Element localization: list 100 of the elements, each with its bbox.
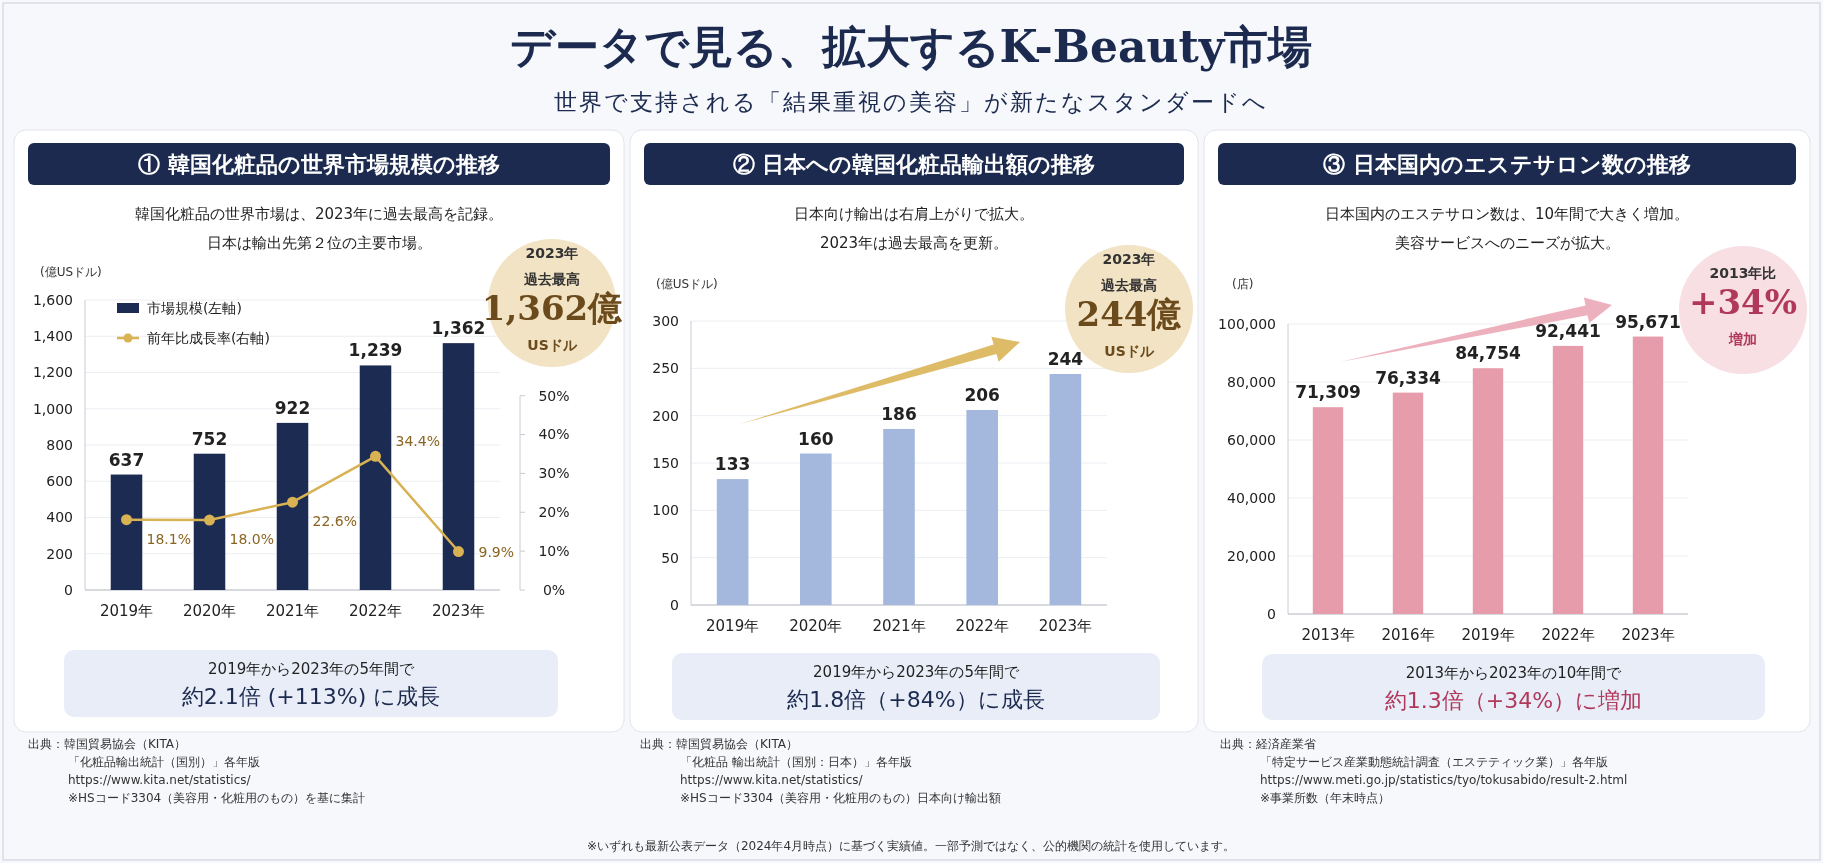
y-axis-title: (億USドル) <box>40 265 102 279</box>
y-tick-label: 200 <box>46 545 73 562</box>
bar <box>716 479 749 605</box>
x-tick-label: 2022年 <box>348 602 403 620</box>
data-label: 22.6% <box>312 513 357 530</box>
x-tick-label: 2016年 <box>1381 626 1435 644</box>
y-tick-label: 800 <box>46 436 73 453</box>
text: 約2.1倍 (+113%) に成長 <box>181 684 441 709</box>
source-note: 出典：韓国貿易協会（KITA） <box>640 737 799 751</box>
y-tick-label: 100,000 <box>1218 315 1276 332</box>
data-label: 71,309 <box>1295 382 1361 403</box>
chart-subtitle: 韓国化粧品の世界市場は、2023年に過去最高を記録。日本は輸出先第２位の主要市場。 <box>134 205 504 252</box>
bar <box>1049 374 1082 605</box>
legend-label: 前年比成長率(右軸) <box>147 329 270 346</box>
text: https://www.meti.go.jp/statistics/tyo/tokusabido/result-2.html <box>1260 773 1628 787</box>
y-tick-label: 300 <box>652 312 679 329</box>
data-label: 95,671 <box>1615 311 1681 332</box>
text: ※事業所数（年末時点） <box>1260 791 1391 805</box>
x-tick-label: 2023年 <box>431 602 486 620</box>
source-note: 出典：経済産業省 <box>1220 737 1316 751</box>
data-label: 244 <box>1047 349 1084 370</box>
x-tick-label: 2019年 <box>706 617 760 635</box>
chart-title: ② 日本への韓国化粧品輸出額の推移 <box>732 151 1096 177</box>
bar <box>966 409 999 605</box>
text: 「化粧品 輸出統計（国別：日本）」各年版 <box>680 755 912 769</box>
text: https://www.kita.net/statistics/ <box>680 773 864 787</box>
text: 2019年から2023年の5年間で <box>813 663 1020 681</box>
data-label: 922 <box>274 397 311 418</box>
text: データで見る、拡大するK-Beauty市場 <box>509 21 1313 72</box>
bar <box>1472 368 1504 614</box>
y-tick-label: 400 <box>46 509 73 526</box>
text: 増加 <box>1728 331 1757 347</box>
text: +34% <box>1688 282 1798 322</box>
x-tick-label: 2019年 <box>1461 626 1515 644</box>
text: 2013年から2023年の10年間で <box>1405 664 1623 682</box>
x-tick-label: 2013年 <box>1301 626 1355 644</box>
x-tick-label: 2020年 <box>182 602 237 620</box>
y-tick-label: 60,000 <box>1227 431 1276 448</box>
text: 2013年比 <box>1709 265 1777 281</box>
data-label: 18.1% <box>146 530 191 547</box>
bar <box>276 422 309 590</box>
bar <box>883 428 915 605</box>
y-tick-label: 20,000 <box>1227 547 1276 564</box>
text: 世界で支持される「結果重視の美容」が新たなスタンダードへ <box>554 89 1268 115</box>
data-label: 133 <box>714 454 751 475</box>
text: 過去最高 <box>523 271 580 287</box>
bar <box>799 453 832 605</box>
source-note: 出典：韓国貿易協会（KITA） <box>28 737 187 751</box>
data-label: 637 <box>108 449 145 470</box>
bar <box>110 474 143 590</box>
data-label: 76,334 <box>1375 367 1441 388</box>
legend-label: 市場規模(左軸) <box>147 299 242 316</box>
data-label: 186 <box>881 403 917 424</box>
y-tick-label: 150 <box>652 454 679 471</box>
data-label: 9.9% <box>478 543 515 560</box>
bar <box>193 453 226 590</box>
y-tick-label: 40,000 <box>1227 489 1276 506</box>
text: USドル <box>527 337 578 353</box>
y-tick-label: 1,600 <box>32 291 73 308</box>
point <box>287 496 298 508</box>
y-tick-label: 600 <box>46 473 73 490</box>
text: ※HSコード3304（美容用・化粧用のもの）日本向け輸出額 <box>680 791 1002 805</box>
bar <box>1632 336 1664 614</box>
annotation: 244億 <box>1076 294 1183 334</box>
chart-subtitle: 日本向け輸出は右肩上がりで拡大。2023年は過去最高を更新。 <box>794 205 1034 252</box>
y-tick-label: 0 <box>64 581 73 598</box>
point <box>453 546 464 558</box>
x-tick-label: 2023年 <box>1038 617 1092 635</box>
y2-tick-label: 10% <box>538 543 570 560</box>
data-label: 92,441 <box>1535 320 1601 341</box>
chart-subtitle: 日本国内のエステサロン数は、10年間で大きく増加。美容サービスへのニーズが拡大。 <box>1324 205 1690 252</box>
y-tick-label: 0 <box>1267 605 1276 622</box>
text: ※いずれも最新公表データ（2024年4月時点）に基づく実績値。一部予測ではなく、公的機関の統計を使用しています。 <box>586 839 1236 853</box>
y-axis-title: (億USドル) <box>656 277 718 291</box>
chart-title: ③ 日本国内のエステサロン数の推移 <box>1323 151 1691 177</box>
x-tick-label: 2023年 <box>1621 626 1675 644</box>
bar <box>442 343 475 590</box>
y-axis-title: (店) <box>1232 277 1254 291</box>
annotation: USドル <box>1104 343 1155 359</box>
x-tick-label: 2022年 <box>1541 626 1595 644</box>
bar <box>359 365 392 590</box>
bar <box>1312 407 1344 614</box>
text: 過去最高 <box>1100 277 1157 293</box>
text: 2023年 <box>525 245 579 261</box>
y-tick-label: 250 <box>652 360 679 377</box>
y-tick-label: 200 <box>652 407 679 424</box>
y2-tick-label: 20% <box>538 504 570 521</box>
x-tick-label: 2022年 <box>955 617 1009 635</box>
y-tick-label: 50 <box>661 549 679 566</box>
x-tick-label: 2021年 <box>872 617 926 635</box>
y2-tick-label: 30% <box>538 465 570 482</box>
point <box>370 450 381 462</box>
bar <box>1392 392 1424 614</box>
point <box>121 514 132 526</box>
text: 2023年 <box>1102 251 1156 267</box>
text: 2019年から2023年の5年間で <box>208 660 415 678</box>
y-tick-label: 1,400 <box>32 328 73 345</box>
text: 「特定サービス産業動態統計調査（エステティック業）」各年版 <box>1260 755 1608 769</box>
text: 「化粧品輸出統計（国別）」各年版 <box>68 755 260 769</box>
data-label: 18.0% <box>229 531 274 548</box>
